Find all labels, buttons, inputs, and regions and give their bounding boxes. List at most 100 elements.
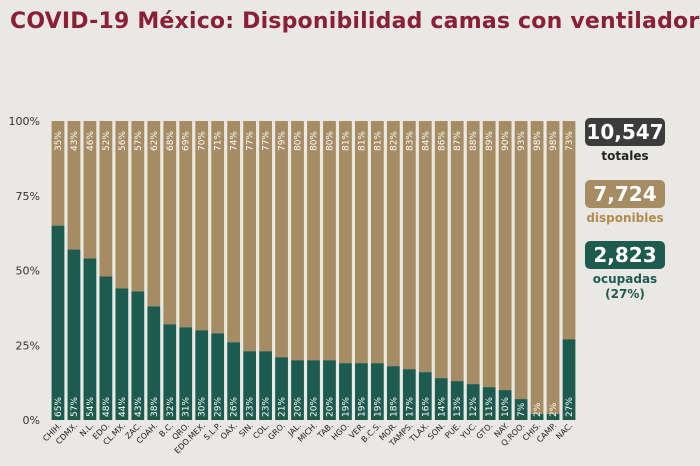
occupied-percent-label: 23%: [262, 397, 272, 417]
occupied-percent-label: 65%: [54, 397, 64, 417]
available-percent-label: 81%: [373, 131, 383, 151]
available-percent-label: 86%: [437, 131, 447, 151]
bar-ocupadas: [562, 339, 576, 420]
bar-disponibles: [482, 121, 496, 388]
occupied-percent-label: 20%: [310, 397, 320, 417]
total-summary: 10,547 totales: [585, 118, 665, 164]
available-percent-label: 68%: [166, 131, 176, 151]
total-label: totales: [601, 149, 649, 163]
occupied-percent-label: 7%: [517, 402, 527, 417]
category-label: GTO.: [475, 421, 495, 441]
y-tick-label: 100%: [9, 115, 40, 128]
bar-ocupadas: [530, 414, 544, 420]
occupied-percent-label: 20%: [294, 397, 304, 417]
occupied-percent-label: 27%: [565, 397, 575, 417]
available-percent-label: 88%: [469, 131, 479, 151]
bar-ocupadas: [450, 381, 464, 420]
bar-disponibles: [243, 121, 257, 352]
bar-ocupadas: [83, 258, 97, 420]
bar-ocupadas: [211, 333, 225, 420]
occupied-percent-label: 21%: [278, 397, 288, 417]
category-label: YUC.: [458, 421, 478, 441]
bar-ocupadas: [259, 351, 272, 420]
bar-ocupadas: [243, 351, 257, 420]
occupied-percent-label: 14%: [437, 397, 447, 417]
available-percent-label: 98%: [533, 131, 543, 151]
occupied-percent-label: 26%: [230, 397, 240, 417]
occupied-percent-label: 19%: [357, 397, 367, 417]
bar-ocupadas: [307, 360, 320, 420]
bar-ocupadas: [402, 369, 416, 420]
occupied-percent-label: 11%: [485, 397, 495, 417]
bar-ocupadas: [51, 225, 65, 420]
bar-ocupadas: [355, 363, 368, 420]
available-percent-label: 43%: [70, 131, 80, 151]
bar-disponibles: [355, 121, 368, 364]
occupied-percent-label: 23%: [246, 397, 256, 417]
available-percent-label: 80%: [294, 131, 304, 151]
bar-disponibles: [147, 121, 161, 307]
bar-disponibles: [498, 121, 512, 391]
occupied-percent-label: 17%: [405, 397, 415, 417]
bar-ocupadas: [466, 384, 480, 420]
occupied-value: 2,823: [585, 241, 665, 269]
bar-disponibles: [307, 121, 320, 361]
category-label: NAC.: [554, 421, 574, 441]
available-percent-label: 82%: [389, 131, 399, 151]
bar-disponibles: [227, 121, 241, 343]
bar-disponibles: [83, 121, 97, 259]
bar-ocupadas: [99, 276, 113, 420]
available-percent-label: 80%: [325, 131, 335, 151]
bar-ocupadas: [291, 360, 304, 420]
bar-disponibles: [339, 121, 352, 364]
available-percent-label: 79%: [278, 131, 288, 151]
bar-ocupadas: [131, 291, 145, 420]
available-percent-label: 57%: [134, 131, 144, 151]
available-percent-label: 83%: [405, 131, 415, 151]
available-percent-label: 93%: [517, 131, 527, 151]
available-value: 7,724: [585, 180, 665, 208]
available-percent-label: 89%: [485, 131, 495, 151]
y-tick-label: 0%: [23, 414, 40, 427]
bar-disponibles: [370, 121, 384, 364]
occupied-summary: 2,823 ocupadas (27%): [585, 241, 665, 302]
bar-disponibles: [418, 121, 432, 373]
bar-disponibles: [402, 121, 416, 370]
bar-disponibles: [291, 121, 304, 361]
occupied-percent: (27%): [605, 287, 645, 301]
bar-ocupadas: [514, 399, 528, 420]
available-label: disponibles: [586, 211, 664, 225]
bar-disponibles: [67, 121, 81, 250]
available-percent-label: 35%: [54, 131, 64, 151]
occupied-percent-label: 12%: [469, 397, 479, 417]
available-percent-label: 84%: [421, 131, 431, 151]
bar-disponibles: [530, 121, 544, 415]
bar-ocupadas: [227, 342, 241, 420]
occupied-percent-label: 44%: [118, 397, 128, 417]
occupied-percent-label: 38%: [150, 397, 160, 417]
available-percent-label: 71%: [214, 131, 224, 151]
bar-ocupadas: [370, 363, 384, 420]
category-label: HGO.: [330, 421, 351, 442]
bar-disponibles: [386, 121, 400, 367]
available-percent-label: 52%: [102, 131, 112, 151]
occupied-label: ocupadas: [592, 272, 658, 286]
category-label: SON.: [426, 421, 446, 441]
available-percent-label: 87%: [453, 131, 463, 151]
bar-disponibles: [163, 121, 177, 325]
available-percent-label: 69%: [182, 131, 192, 151]
occupied-percent-label: 30%: [198, 397, 208, 417]
available-percent-label: 81%: [341, 131, 351, 151]
occupied-percent-label: 43%: [134, 397, 144, 417]
bar-disponibles: [275, 121, 288, 358]
occupied-percent-label: 32%: [166, 397, 176, 417]
y-tick-label: 50%: [16, 265, 40, 278]
bar-ocupadas: [339, 363, 352, 420]
bar-disponibles: [259, 121, 272, 352]
category-label: OAX.: [219, 421, 239, 441]
total-value: 10,547: [585, 118, 665, 146]
occupied-percent-label: 29%: [214, 397, 224, 417]
bar-disponibles: [179, 121, 193, 328]
occupied-percent-label: 54%: [86, 397, 96, 417]
